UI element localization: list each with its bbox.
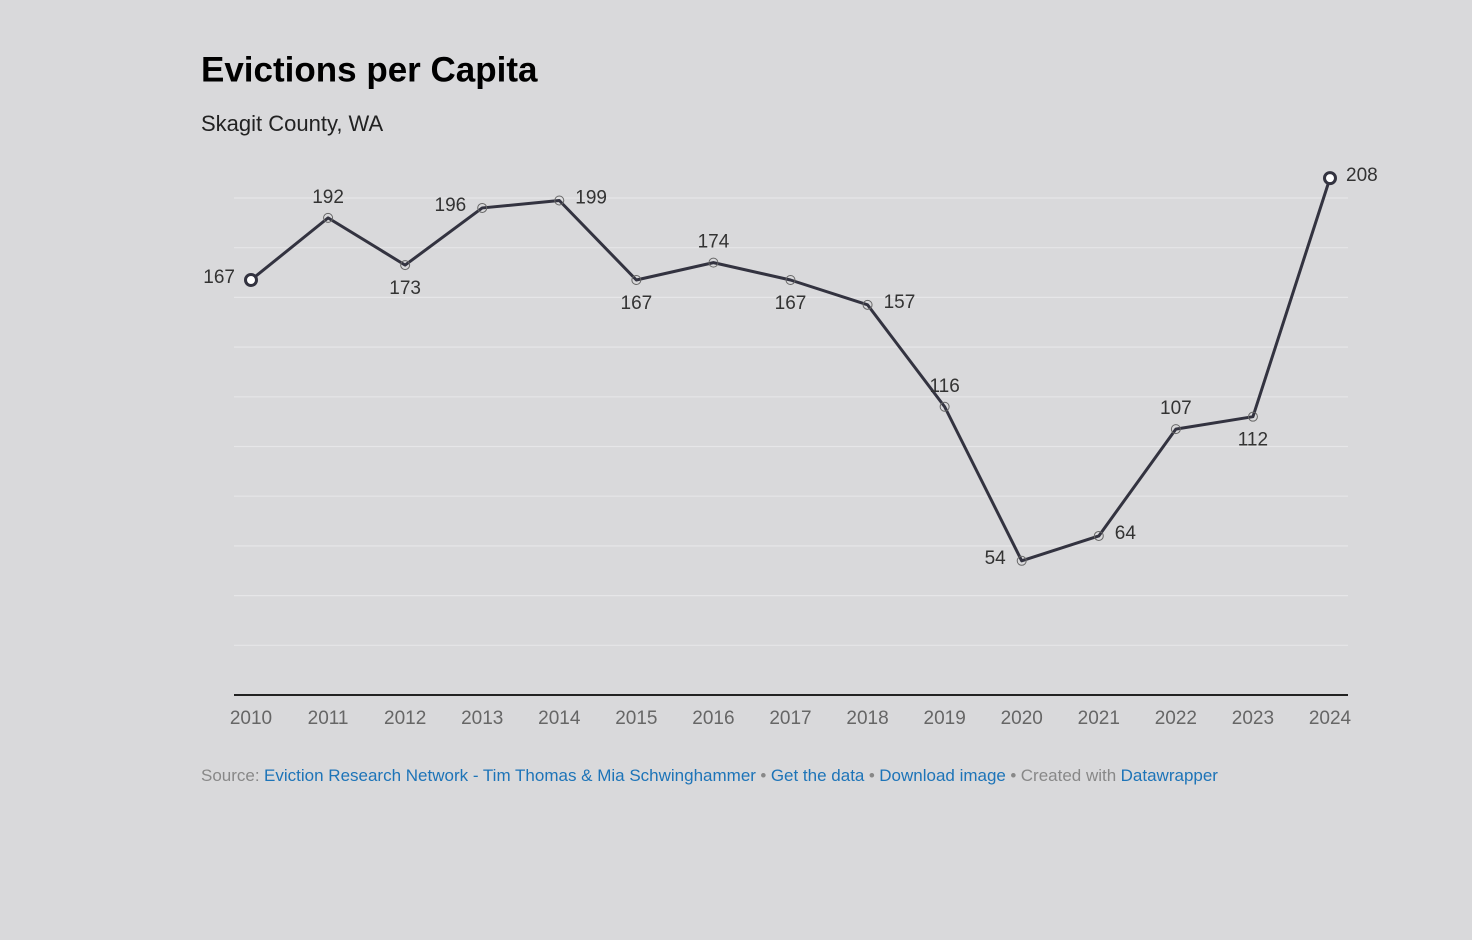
point bbox=[785, 275, 796, 286]
point bbox=[1016, 555, 1027, 566]
point bbox=[939, 401, 950, 412]
data-label: 199 bbox=[575, 188, 607, 209]
separator: • bbox=[760, 766, 766, 785]
data-label: 64 bbox=[1115, 523, 1137, 544]
data-label: 174 bbox=[698, 232, 730, 253]
chart-title: Evictions per Capita bbox=[201, 50, 538, 89]
x-tick-label: 2014 bbox=[538, 708, 581, 729]
download-link[interactable]: Download image bbox=[879, 766, 1006, 785]
point bbox=[1247, 411, 1258, 422]
chart-subtitle: Skagit County, WA bbox=[201, 111, 384, 136]
x-tick-label: 2011 bbox=[308, 708, 349, 729]
x-tick-label: 2013 bbox=[461, 708, 503, 729]
point bbox=[708, 257, 719, 268]
line bbox=[250, 177, 1332, 563]
separator: • bbox=[869, 766, 875, 785]
data-label: 157 bbox=[884, 292, 916, 313]
data-label: 167 bbox=[203, 267, 235, 288]
x-tick-label: 2020 bbox=[1001, 708, 1043, 729]
created-with: Created with bbox=[1021, 766, 1116, 785]
point bbox=[554, 195, 565, 206]
x-tick-label: 2023 bbox=[1232, 708, 1274, 729]
x-tick-label: 2012 bbox=[384, 708, 426, 729]
point bbox=[323, 212, 334, 223]
x-tick-label: 2018 bbox=[846, 708, 888, 729]
footer: Source: Eviction Research Network - Tim … bbox=[201, 766, 1218, 785]
x-tick-label: 2010 bbox=[230, 708, 272, 729]
point bbox=[477, 202, 488, 213]
point bbox=[400, 260, 411, 271]
point bbox=[244, 273, 258, 288]
point bbox=[1323, 171, 1337, 186]
credit-link[interactable]: Datawrapper bbox=[1121, 766, 1219, 785]
data-label: 116 bbox=[929, 376, 959, 397]
x-tick-label: 2024 bbox=[1309, 708, 1352, 729]
get-data-link[interactable]: Get the data bbox=[771, 766, 865, 785]
x-tick-label: 2015 bbox=[615, 708, 657, 729]
data-label: 196 bbox=[435, 195, 467, 216]
source-link[interactable]: Eviction Research Network - Tim Thomas &… bbox=[264, 766, 756, 785]
data-label: 112 bbox=[1238, 430, 1268, 451]
point bbox=[862, 299, 873, 310]
point bbox=[1170, 424, 1181, 435]
x-tick-label: 2017 bbox=[769, 708, 811, 729]
data-label: 208 bbox=[1346, 165, 1378, 186]
point bbox=[1093, 530, 1104, 541]
x-tick-label: 2016 bbox=[692, 708, 734, 729]
data-label: 54 bbox=[985, 548, 1007, 569]
data-label: 192 bbox=[312, 187, 344, 208]
x-tick-label: 2019 bbox=[924, 708, 966, 729]
data-label: 167 bbox=[621, 293, 653, 314]
data-label: 167 bbox=[775, 293, 807, 314]
source-label: Source: bbox=[201, 766, 260, 785]
data-label: 173 bbox=[389, 278, 421, 299]
separator: • bbox=[1010, 766, 1016, 785]
data-label: 107 bbox=[1160, 398, 1192, 419]
x-tick-label: 2022 bbox=[1155, 708, 1197, 729]
point bbox=[631, 275, 642, 286]
x-tick-label: 2021 bbox=[1078, 708, 1120, 729]
